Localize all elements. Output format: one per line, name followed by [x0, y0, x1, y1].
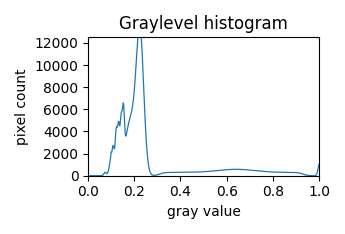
Title: Graylevel histogram: Graylevel histogram — [119, 15, 288, 33]
X-axis label: gray value: gray value — [167, 205, 240, 219]
Y-axis label: pixel count: pixel count — [15, 68, 29, 145]
